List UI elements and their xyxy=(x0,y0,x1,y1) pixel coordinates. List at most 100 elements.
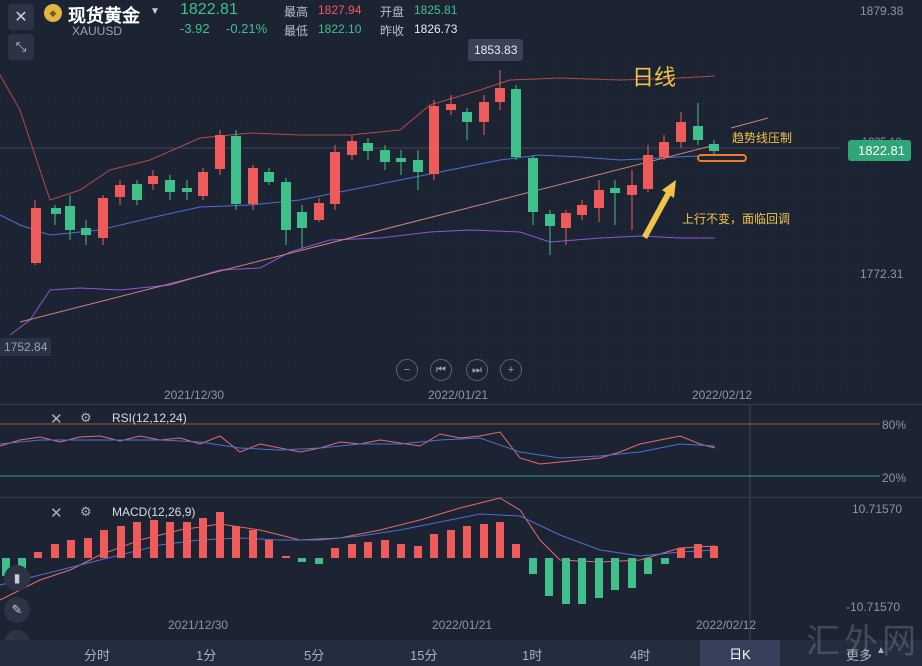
macd-histogram xyxy=(2,512,718,604)
step-forward-button[interactable]: ⏭ xyxy=(466,359,488,381)
macd-bar xyxy=(216,512,224,558)
candle xyxy=(31,208,41,263)
candle xyxy=(413,160,423,172)
candles xyxy=(31,70,719,265)
minus-icon: − xyxy=(403,364,411,376)
macd-bar xyxy=(249,530,257,558)
instrument-symbol: XAUUSD xyxy=(72,24,123,38)
candle xyxy=(528,158,538,212)
candle xyxy=(314,203,324,220)
tab-1hour[interactable]: 1时 xyxy=(522,648,543,663)
candle xyxy=(462,112,472,122)
macd-lower-label: -10.71570 xyxy=(846,600,901,614)
watermark: 汇外网 xyxy=(806,622,920,662)
macd-bar xyxy=(611,558,619,590)
candle xyxy=(676,122,686,142)
macd-bar xyxy=(463,526,471,558)
zoom-in-button[interactable]: + xyxy=(500,359,522,381)
date-axis-label: 2021/12/30 xyxy=(164,388,225,402)
macd-bar xyxy=(51,544,59,558)
candle xyxy=(81,228,91,235)
rsi-upper-label: 80% xyxy=(882,418,907,432)
candle xyxy=(659,142,669,157)
prev-close-value: 1826.73 xyxy=(414,22,458,36)
macd-bar xyxy=(2,558,10,576)
high-marker-tag: 1853.83 xyxy=(468,39,524,61)
macd-bar xyxy=(529,558,537,574)
macd-bar xyxy=(694,544,702,558)
macd-date-label: 2022/01/21 xyxy=(432,618,493,632)
macd-date-label: 2021/12/30 xyxy=(168,618,229,632)
candle-tool-icon[interactable]: ▮ xyxy=(4,565,30,591)
candle xyxy=(231,136,241,204)
upper-band-line xyxy=(0,74,716,201)
macd-bar xyxy=(578,558,586,604)
tab-5min[interactable]: 5分 xyxy=(304,648,325,663)
candle xyxy=(297,212,307,228)
prev-close-label: 昨收 xyxy=(380,24,405,38)
macd-date-label: 2022/02/12 xyxy=(696,618,757,632)
rsi-settings-icon[interactable]: ⚙ xyxy=(80,410,92,425)
rsi-line xyxy=(0,431,716,465)
date-axis-label: 2022/02/12 xyxy=(692,388,753,402)
candle xyxy=(98,198,108,238)
tab-timeshare[interactable]: 分时 xyxy=(84,648,111,663)
low-label: 最低 xyxy=(284,24,309,38)
open-value: 1825.81 xyxy=(414,3,458,17)
close-button[interactable]: ✕ xyxy=(8,4,34,30)
macd-bar xyxy=(545,558,553,596)
chevron-up-icon[interactable]: ▲ xyxy=(876,645,886,656)
candle xyxy=(347,141,357,155)
candle xyxy=(330,152,340,204)
candle xyxy=(643,155,653,189)
candle xyxy=(363,143,373,151)
macd-bar xyxy=(199,518,207,558)
close-icon: ✕ xyxy=(14,9,28,26)
open-label: 开盘 xyxy=(380,5,405,19)
macd-bar xyxy=(150,520,158,558)
divider xyxy=(0,404,922,405)
zoom-out-button[interactable]: − xyxy=(396,359,418,381)
candle xyxy=(495,88,505,102)
candle xyxy=(198,172,208,196)
collapse-icon: ⤡ xyxy=(15,39,27,54)
tab-4hour[interactable]: 4时 xyxy=(630,648,651,663)
plus-icon: + xyxy=(507,364,515,376)
tab-15min[interactable]: 15分 xyxy=(410,648,438,663)
high-value: 1827.94 xyxy=(318,3,362,17)
candle xyxy=(148,176,158,184)
macd-bar xyxy=(644,558,652,574)
instrument-title[interactable]: 现货黄金 xyxy=(68,6,140,26)
macd-bar xyxy=(183,522,191,558)
tab-daily[interactable]: 日K xyxy=(700,640,780,666)
chevron-down-icon[interactable]: ▼ xyxy=(150,6,160,17)
macd-bar xyxy=(661,558,669,564)
candle xyxy=(594,190,604,208)
macd-bar xyxy=(496,522,504,558)
pencil-icon[interactable]: ✎ xyxy=(4,597,30,623)
step-forward-icon: ⏭ xyxy=(472,363,482,376)
macd-bar xyxy=(447,530,455,558)
current-price-tag: 1822.81 xyxy=(848,140,911,161)
macd-bar xyxy=(84,538,92,558)
tab-1min[interactable]: 1分 xyxy=(196,648,217,663)
candle xyxy=(429,106,439,174)
candle xyxy=(51,208,61,214)
macd-settings-icon[interactable]: ⚙ xyxy=(80,504,92,519)
rsi-close-icon[interactable]: ✕ xyxy=(50,411,63,428)
macd-bar xyxy=(265,540,273,558)
candle xyxy=(215,135,225,169)
low-value: 1822.10 xyxy=(318,22,362,36)
trend-extension xyxy=(730,117,769,129)
macd-bar xyxy=(562,558,570,604)
macd-close-icon[interactable]: ✕ xyxy=(50,505,63,522)
candle xyxy=(264,172,274,182)
candle xyxy=(380,150,390,162)
tab-more[interactable]: 更多 xyxy=(846,648,873,663)
macd-bar xyxy=(595,558,603,598)
rewind-button[interactable]: ⏮ xyxy=(430,359,452,381)
note-annotation: 上行不变，面临回调 xyxy=(682,212,791,226)
macd-upper-label: 10.71570 xyxy=(852,502,903,516)
collapse-button[interactable]: ⤡ xyxy=(8,34,34,60)
